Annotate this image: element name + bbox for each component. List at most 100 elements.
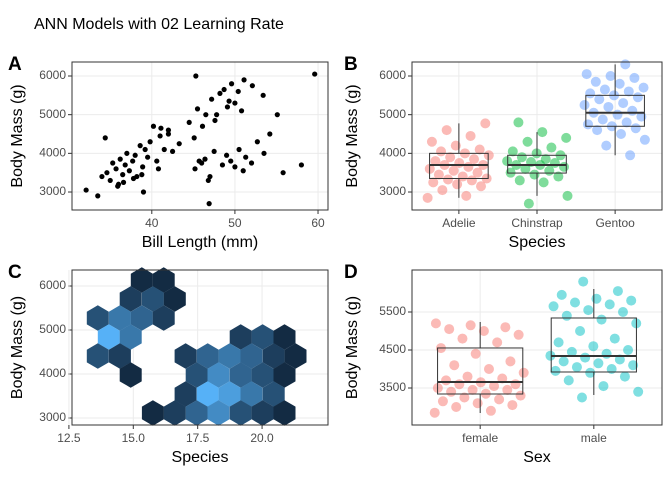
box [585, 94, 645, 127]
panel-tag: B [344, 54, 358, 75]
point [581, 69, 592, 80]
x-axis-label: Bill Length (mm) [142, 234, 258, 251]
point [261, 150, 267, 156]
y-tick-label: 5000 [379, 107, 406, 121]
point [235, 88, 241, 95]
point [158, 125, 164, 131]
point [489, 381, 500, 392]
point [238, 108, 245, 114]
x-axis-label: Species [172, 449, 229, 466]
point [638, 82, 649, 93]
x-tick-label: male [581, 431, 607, 445]
point [450, 140, 461, 151]
y-tick-label: 6000 [379, 68, 406, 82]
point [312, 71, 318, 77]
chart-title: ANN Models with 02 Learning Rate [34, 16, 284, 33]
x-tick-label: 40 [145, 216, 159, 230]
point [236, 146, 242, 153]
point [240, 168, 246, 174]
point [639, 134, 650, 145]
point [578, 276, 589, 287]
point [155, 166, 162, 172]
point [130, 158, 136, 164]
point [140, 189, 147, 195]
box [437, 347, 524, 395]
y-axis-label: Body Mass (g) [344, 84, 361, 187]
hexbin-cell [130, 305, 153, 331]
point [441, 375, 452, 386]
point [199, 123, 206, 129]
point [147, 139, 153, 145]
point [470, 348, 481, 359]
point [505, 356, 516, 367]
point [632, 92, 643, 103]
point [577, 392, 587, 403]
point [217, 90, 223, 97]
point [161, 146, 167, 153]
panel-border [71, 269, 329, 426]
hexbin-cell [273, 324, 296, 350]
point [254, 139, 260, 145]
point [83, 187, 89, 193]
point [617, 306, 628, 317]
point [626, 295, 637, 306]
hexbin-cell [240, 381, 263, 407]
point [588, 341, 599, 352]
point [457, 333, 468, 344]
point [571, 362, 582, 373]
hexbin-cell [229, 324, 252, 350]
point [529, 169, 540, 180]
point [590, 76, 601, 87]
hexbin-cell [185, 400, 208, 426]
hexbin-cell [119, 362, 142, 388]
point [550, 365, 561, 376]
point [633, 386, 644, 397]
point [224, 104, 231, 110]
x-tick-label: Adelie [442, 216, 476, 230]
point [585, 88, 596, 99]
point [628, 360, 639, 371]
point [559, 161, 570, 172]
point [194, 106, 201, 112]
point [465, 320, 476, 331]
point [139, 172, 145, 178]
point [202, 156, 208, 162]
point [445, 152, 456, 163]
point [598, 381, 609, 392]
x-tick-label: 12.5 [57, 431, 81, 445]
hexbin-cell [141, 286, 164, 312]
y-axis-label: Body Mass (g) [344, 296, 361, 399]
point [515, 390, 526, 401]
hexbin-cell [229, 362, 252, 388]
point [428, 177, 439, 188]
panel-tag: D [344, 262, 358, 283]
point [176, 141, 182, 147]
point [466, 175, 477, 186]
point [113, 166, 119, 172]
point [99, 173, 105, 180]
point [219, 162, 226, 168]
y-tick-label: 5000 [39, 107, 66, 121]
point [120, 179, 127, 185]
point [186, 119, 192, 126]
point [513, 329, 524, 340]
y-tick-label: 3000 [39, 410, 66, 424]
hexbin-cell [174, 343, 197, 369]
point [280, 170, 286, 176]
hexbin-cell [119, 324, 142, 350]
x-tick-label: 60 [311, 216, 325, 230]
x-tick-label: 20.0 [250, 431, 274, 445]
point [437, 185, 448, 196]
point [623, 344, 634, 355]
x-axis-label: Species [509, 234, 566, 251]
hexbin-cell [229, 400, 252, 426]
point [623, 86, 634, 97]
point [609, 333, 620, 344]
hexbin-cell [196, 381, 219, 407]
point [454, 379, 465, 390]
point [601, 348, 612, 359]
y-tick-label: 4000 [379, 146, 406, 160]
point [429, 407, 440, 418]
point [561, 132, 572, 143]
point [594, 94, 605, 105]
